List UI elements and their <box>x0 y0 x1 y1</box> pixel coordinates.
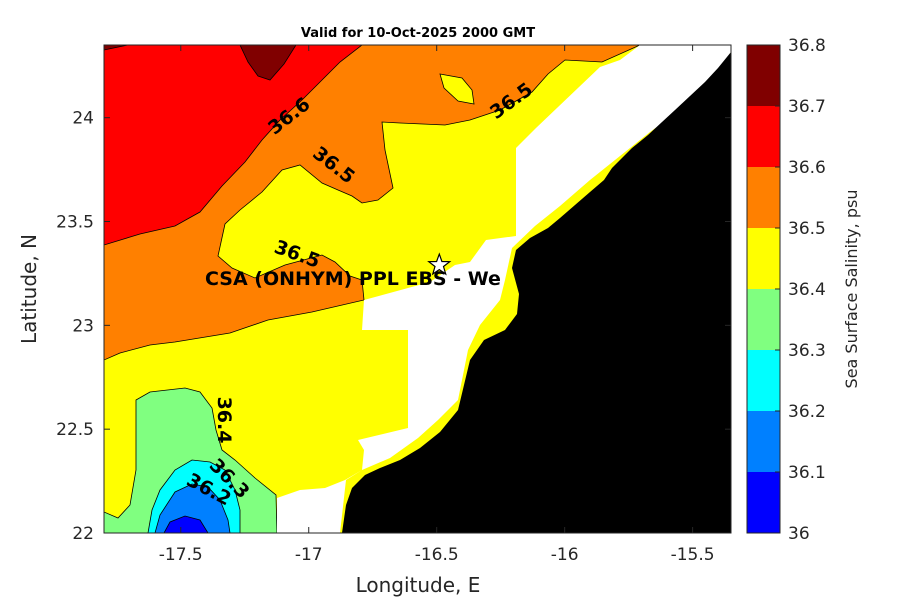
colorbar-tick-label: 36.2 <box>788 402 826 422</box>
colorbar-tick-label: 36.1 <box>788 463 826 483</box>
colorbar-tick-label: 36.8 <box>788 36 826 56</box>
colorbar-swatch <box>747 411 780 472</box>
colorbar-tick-label: 36.7 <box>788 97 826 117</box>
colorbar-swatch <box>747 350 780 411</box>
y-axis-label: Latitude, N <box>17 234 41 344</box>
land-mass <box>342 52 731 533</box>
map-axes-frame <box>103 44 732 534</box>
x-tick-label: -15.5 <box>671 545 715 565</box>
y-axis: 22 22.5 23 23.5 24 <box>56 109 731 544</box>
salinity-pocket-36.4 <box>439 73 475 105</box>
chart-title: Valid for 10-Oct-2025 2000 GMT <box>301 26 535 41</box>
salinity-contour-map <box>104 45 731 533</box>
x-tick-label: -17.5 <box>159 545 203 565</box>
salinity-band-36.6-36.7 <box>104 45 363 246</box>
colorbar-swatch <box>747 167 780 228</box>
colorbar-swatch <box>747 228 780 289</box>
colorbar-tick-label: 36.5 <box>788 219 826 239</box>
x-axis-label: Longitude, E <box>356 573 481 597</box>
colorbar: 36 36.1 36.2 36.3 36.4 36.5 36.6 36.7 36.8 <box>746 36 826 544</box>
colorbar-swatch <box>747 45 780 106</box>
y-tick-label: 22.5 <box>56 420 94 440</box>
colorbar-label: Sea Surface Salinity, psu <box>842 190 861 389</box>
salinity-band-36.0-36.1 <box>163 515 209 533</box>
colorbar-swatch <box>747 472 780 533</box>
coast-inlet <box>574 118 637 185</box>
x-tick-label: -16 <box>551 545 579 565</box>
y-tick-label: 23.5 <box>56 213 94 233</box>
colorbar-tick-label: 36.4 <box>788 280 826 300</box>
contour-label-36.4: 36.4 <box>213 397 235 444</box>
site-label: CSA (ONHYM) PPL EBS - We <box>205 268 501 290</box>
site-star-icon <box>427 252 452 276</box>
y-tick-label: 22 <box>72 524 94 544</box>
no-data-region <box>277 45 731 533</box>
colorbar-swatch <box>747 106 780 167</box>
y-tick-label: 24 <box>72 109 94 129</box>
colorbar-tick-label: 36 <box>788 524 810 544</box>
x-axis: -17.5 -17 -16.5 -16 -15.5 <box>159 45 715 565</box>
x-tick-label: -16.5 <box>415 545 459 565</box>
colorbar-swatch <box>747 289 780 350</box>
colorbar-tick-label: 36.3 <box>788 341 826 361</box>
y-tick-label: 23 <box>72 316 94 336</box>
colorbar-tick-label: 36.6 <box>788 158 826 178</box>
x-tick-label: -17 <box>295 545 323 565</box>
salinity-band-36.7-36.8 <box>104 45 297 81</box>
